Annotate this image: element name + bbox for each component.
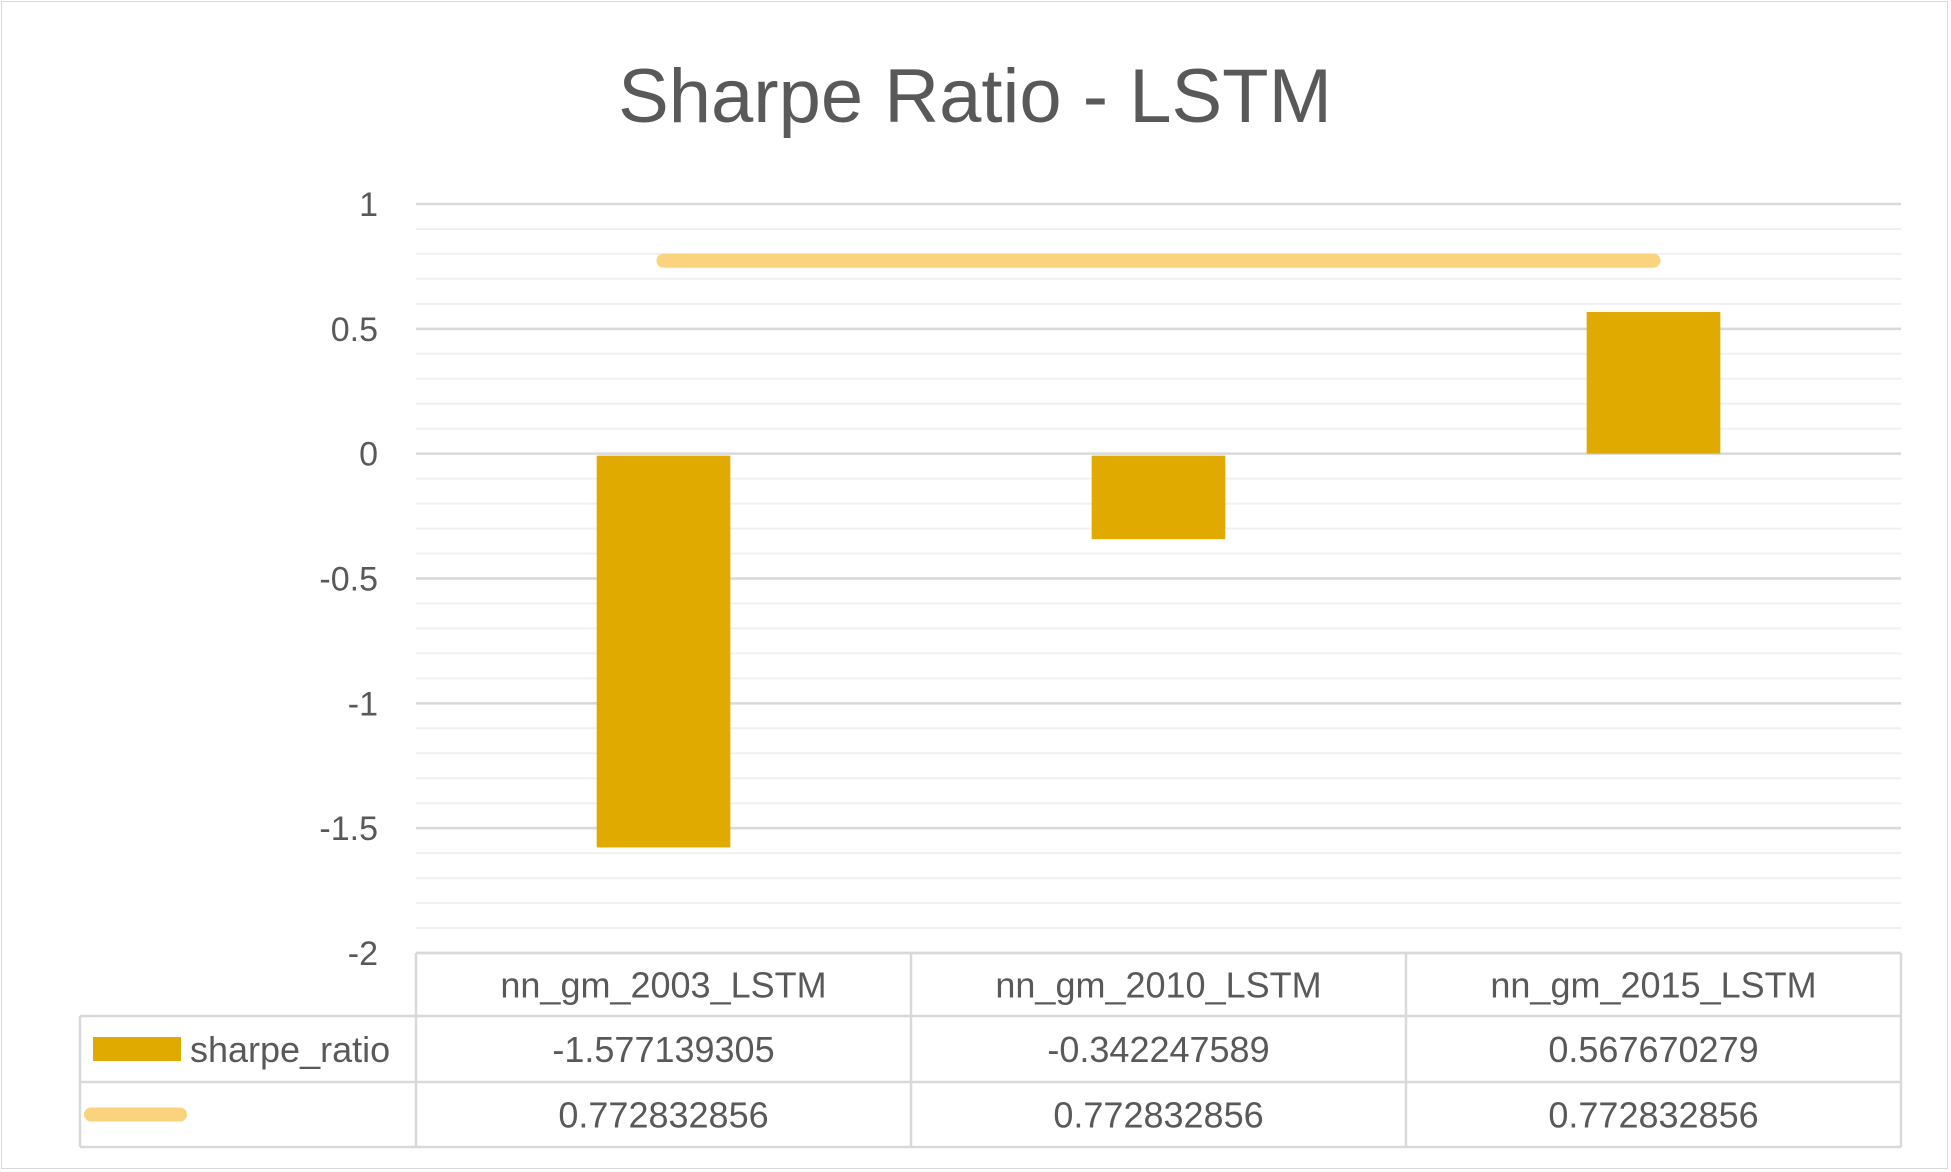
bar: [1586, 311, 1721, 454]
bar: [596, 455, 731, 848]
y-tick-label: 0: [359, 436, 378, 474]
x-category-label: nn_gm_2003_LSTM: [500, 965, 826, 1006]
legend-key-bar: [93, 1037, 181, 1061]
data-table: nn_gm_2003_LSTM nn_gm_2010_LSTM nn_gm_2015…: [78, 951, 1903, 1149]
data-table-value: 0.567670279: [1548, 1029, 1758, 1070]
data-table-value: -0.342247589: [1047, 1029, 1269, 1070]
bar-series: [596, 311, 1721, 848]
y-tick-label: -1.5: [319, 810, 378, 848]
data-table-value: -1.577139305: [552, 1029, 774, 1070]
y-tick-label: -1: [348, 685, 378, 723]
data-table-value: 0.772832856: [1548, 1095, 1758, 1136]
x-category-label: nn_gm_2010_LSTM: [995, 965, 1321, 1006]
y-tick-label: 1: [359, 186, 378, 224]
y-tick-label: -0.5: [319, 561, 378, 599]
y-tick-label: -2: [348, 935, 378, 973]
y-axis-tick-labels: 1 0.5 0 -0.5 -1 -1.5 -2: [319, 186, 378, 973]
y-tick-label: 0.5: [331, 311, 378, 349]
bar: [1091, 455, 1226, 540]
chart-title: Sharpe Ratio - LSTM: [618, 54, 1332, 139]
legend-series-name: sharpe_ratio: [190, 1029, 390, 1070]
data-table-value: 0.772832856: [558, 1095, 768, 1136]
data-table-value: 0.772832856: [1053, 1095, 1263, 1136]
x-category-label: nn_gm_2015_LSTM: [1490, 965, 1816, 1006]
